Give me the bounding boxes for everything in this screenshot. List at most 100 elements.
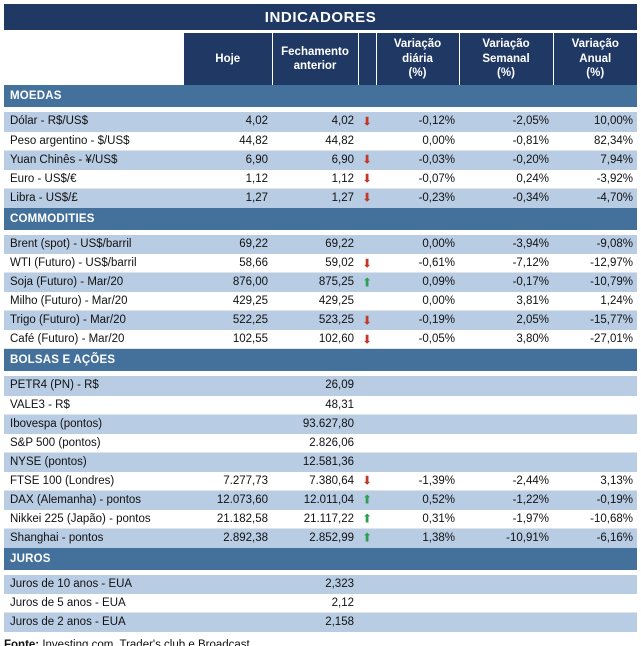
- table-row: WTI (Futuro) - US$/barril 58,66 59,02 ⬇ -0,6…: [4, 253, 637, 273]
- cell-fechamento-anterior: 26,09: [272, 376, 358, 396]
- cell-fechamento-anterior: 1,12: [272, 169, 358, 189]
- cell-variacao-diaria: 0,00%: [376, 291, 459, 311]
- section-spacer: [4, 569, 637, 575]
- cell-variacao-anual: [553, 452, 637, 472]
- row-label: Juros de 5 anos - EUA: [4, 593, 184, 613]
- cell-variacao-diaria: -0,23%: [376, 188, 459, 208]
- arrow-none-icon: [358, 612, 376, 632]
- row-label: Trigo (Futuro) - Mar/20: [4, 310, 184, 330]
- cell-variacao-anual: -10,79%: [553, 272, 637, 292]
- row-label: Soja (Futuro) - Mar/20: [4, 272, 184, 292]
- column-header-fechamento-line2: anterior: [293, 60, 337, 72]
- cell-fechamento-anterior: 7.380,64: [272, 471, 358, 491]
- section-spacer: [4, 229, 637, 235]
- row-label: S&P 500 (pontos): [4, 433, 184, 453]
- cell-hoje: [184, 593, 272, 613]
- cell-variacao-semanal: -0,34%: [459, 188, 553, 208]
- table-row: Shanghai - pontos 2.892,38 2.852,99 ⬆ 1,38% -…: [4, 528, 637, 548]
- footer-fonte-label: Fonte:: [4, 639, 40, 646]
- cell-variacao-diaria: [376, 414, 459, 434]
- cell-hoje: 21.182,58: [184, 509, 272, 529]
- arrow-down-icon: ⬇: [358, 150, 376, 170]
- cell-variacao-semanal: [459, 433, 553, 453]
- arrow-down-icon: ⬇: [358, 310, 376, 330]
- cell-hoje: 69,22: [184, 234, 272, 254]
- cell-variacao-anual: -15,77%: [553, 310, 637, 330]
- table-row: VALE3 - R$ 48,31: [4, 395, 637, 415]
- section-header-row: BOLSAS E AÇÕES: [4, 348, 637, 371]
- section-header-row: JUROS: [4, 547, 637, 570]
- cell-hoje: 2.892,38: [184, 528, 272, 548]
- cell-variacao-diaria: [376, 433, 459, 453]
- cell-fechamento-anterior: 1,27: [272, 188, 358, 208]
- arrow-none-icon: [358, 131, 376, 151]
- cell-variacao-semanal: 3,80%: [459, 329, 553, 349]
- cell-variacao-anual: 10,00%: [553, 112, 637, 132]
- cell-variacao-diaria: [376, 612, 459, 632]
- cell-variacao-semanal: -2,44%: [459, 471, 553, 491]
- cell-variacao-semanal: [459, 452, 553, 472]
- cell-variacao-semanal: -0,81%: [459, 131, 553, 151]
- cell-variacao-semanal: -3,94%: [459, 234, 553, 254]
- cell-variacao-diaria: -0,19%: [376, 310, 459, 330]
- cell-fechamento-anterior: 93.627,80: [272, 414, 358, 434]
- cell-hoje: 7.277,73: [184, 471, 272, 491]
- cell-variacao-semanal: 3,81%: [459, 291, 553, 311]
- cell-variacao-semanal: -2,05%: [459, 112, 553, 132]
- cell-variacao-anual: -3,92%: [553, 169, 637, 189]
- cell-variacao-semanal: [459, 574, 553, 594]
- page-title-text: INDICADORES: [264, 8, 377, 26]
- cell-fechamento-anterior: 429,25: [272, 291, 358, 311]
- arrow-none-icon: [358, 376, 376, 396]
- table-row: Soja (Futuro) - Mar/20 876,00 875,25 ⬆ 0,09%…: [4, 272, 637, 292]
- cell-variacao-anual: 82,34%: [553, 131, 637, 151]
- section-header-label: MOEDAS: [4, 85, 637, 107]
- section-header-label: JUROS: [4, 547, 637, 570]
- cell-fechamento-anterior: 6,90: [272, 150, 358, 170]
- column-header-variacao-semanal: Variação Semanal (%): [458, 33, 554, 85]
- cell-variacao-anual: -10,68%: [553, 509, 637, 529]
- row-label: Juros de 10 anos - EUA: [4, 574, 184, 594]
- footer-fonte-text: Investing.com, Trader's club e Broadcast…: [42, 639, 253, 646]
- cell-hoje: [184, 376, 272, 396]
- cell-variacao-anual: [553, 612, 637, 632]
- row-label: Libra - US$/£: [4, 188, 184, 208]
- cell-fechamento-anterior: 69,22: [272, 234, 358, 254]
- column-header-variacao-diaria-line2: (%): [408, 67, 427, 80]
- table-row: Milho (Futuro) - Mar/20 429,25 429,25 0,00%…: [4, 291, 637, 311]
- footer-source-line: Fonte: Investing.com, Trader's club e Br…: [4, 638, 637, 646]
- arrow-down-icon: ⬇: [358, 169, 376, 189]
- column-header-variacao-semanal-line1: Variação Semanal: [482, 38, 530, 65]
- arrow-down-icon: ⬇: [358, 112, 376, 132]
- table-header: Hoje Fechamento anterior Variação diária…: [4, 33, 637, 85]
- page-title: INDICADORES: [4, 4, 637, 30]
- column-header-variacao-semanal-line2: (%): [497, 67, 515, 80]
- column-header-fechamento-anterior: Fechamento anterior: [271, 33, 359, 85]
- cell-fechamento-anterior: 2,12: [272, 593, 358, 613]
- column-header-variacao-diaria-line1: Variação diária: [393, 38, 442, 65]
- cell-hoje: 12.073,60: [184, 490, 272, 510]
- section-spacer-cell: [4, 107, 637, 112]
- header-row: Hoje Fechamento anterior Variação diária…: [4, 33, 637, 85]
- cell-hoje: 58,66: [184, 253, 272, 273]
- arrow-down-icon: ⬇: [358, 329, 376, 349]
- arrow-none-icon: [358, 234, 376, 254]
- cell-variacao-anual: -4,70%: [553, 188, 637, 208]
- section-spacer-cell: [4, 229, 637, 235]
- table-row: Trigo (Futuro) - Mar/20 522,25 523,25 ⬇ -0,1…: [4, 310, 637, 330]
- arrow-none-icon: [358, 395, 376, 415]
- cell-fechamento-anterior: 2.826,06: [272, 433, 358, 453]
- cell-variacao-anual: [553, 433, 637, 453]
- cell-fechamento-anterior: 2.852,99: [272, 528, 358, 548]
- arrow-none-icon: [358, 433, 376, 453]
- table-row: Dólar - R$/US$ 4,02 4,02 ⬇ -0,12% -2,05% 10,00…: [4, 112, 637, 132]
- table-body: MOEDAS Dólar - R$/US$ 4,02 4,02 ⬇ -0,12% -2,05…: [4, 85, 637, 632]
- row-label: NYSE (pontos): [4, 452, 184, 472]
- column-header-hoje: Hoje: [184, 33, 273, 85]
- arrow-down-icon: ⬇: [358, 471, 376, 491]
- cell-variacao-diaria: 0,31%: [376, 509, 459, 529]
- section-header-label: COMMODITIES: [4, 207, 637, 230]
- cell-variacao-diaria: -0,61%: [376, 253, 459, 273]
- cell-variacao-diaria: 0,00%: [376, 131, 459, 151]
- row-label: Nikkei 225 (Japão) - pontos: [4, 509, 184, 529]
